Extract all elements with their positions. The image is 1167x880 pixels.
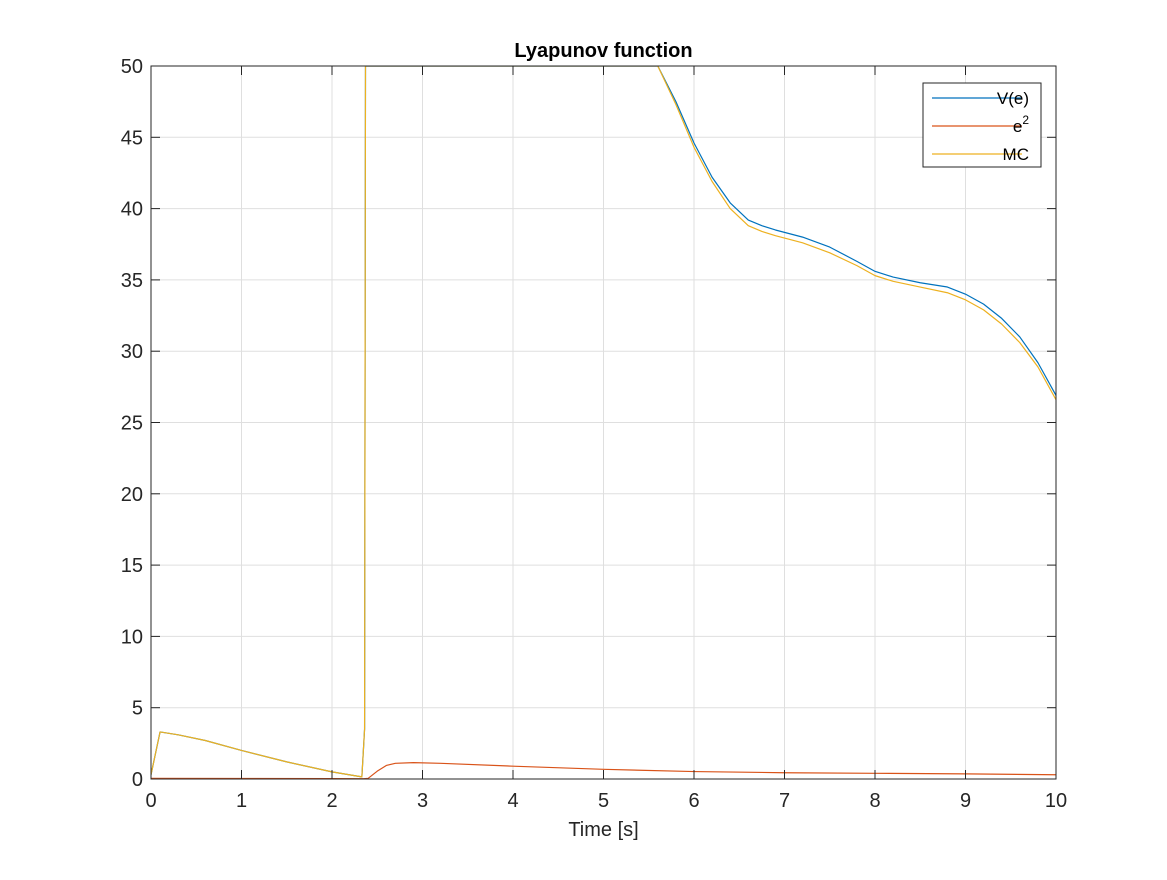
- x-tick-label: 5: [598, 790, 609, 812]
- x-tick-label: 6: [688, 790, 699, 812]
- y-tick-label: 10: [121, 626, 143, 648]
- y-tick-label: 40: [121, 199, 143, 221]
- x-axis-label: Time [s]: [568, 819, 638, 841]
- y-tick-label: 50: [121, 56, 143, 78]
- y-tick-label: 0: [132, 769, 143, 791]
- legend-label-1: V(e): [997, 89, 1029, 108]
- chart-title: Lyapunov function: [514, 40, 692, 62]
- x-tick-label: 10: [1045, 790, 1067, 812]
- legend-label-3: MC: [1003, 145, 1029, 164]
- y-tick-label: 30: [121, 341, 143, 363]
- x-tick-label: 0: [145, 790, 156, 812]
- series-line-3: [151, 66, 1056, 778]
- y-tick-label: 5: [132, 698, 143, 720]
- x-tick-label: 9: [960, 790, 971, 812]
- y-tick-label: 45: [121, 127, 143, 149]
- y-tick-label: 20: [121, 484, 143, 506]
- x-tick-label: 4: [507, 790, 518, 812]
- x-tick-label: 7: [779, 790, 790, 812]
- y-tick-label: 25: [121, 413, 143, 435]
- y-tick-label: 35: [121, 270, 143, 292]
- legend: V(e) e2 MC: [922, 82, 1042, 168]
- x-tick-label: 1: [236, 790, 247, 812]
- legend-label-2: e2: [1013, 113, 1029, 136]
- x-tick-label: 8: [869, 790, 880, 812]
- x-tick-label: 3: [417, 790, 428, 812]
- legend-box: [922, 82, 1042, 168]
- y-tick-label: 15: [121, 555, 143, 577]
- x-tick-label: 2: [326, 790, 337, 812]
